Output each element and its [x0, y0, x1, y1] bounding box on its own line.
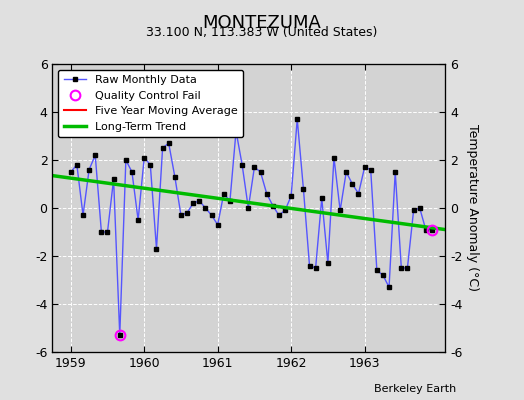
Raw Monthly Data: [178, 213, 184, 218]
Raw Monthly Data: [68, 170, 74, 174]
Raw Monthly Data: [190, 201, 196, 206]
Quality Control Fail: [117, 333, 123, 338]
Raw Monthly Data: [166, 141, 172, 146]
Quality Control Fail: [429, 227, 435, 232]
Text: MONTEZUMA: MONTEZUMA: [203, 14, 321, 32]
Line: Quality Control Fail: Quality Control Fail: [115, 225, 437, 340]
Raw Monthly Data: [429, 227, 435, 232]
Raw Monthly Data: [135, 218, 141, 222]
Text: Berkeley Earth: Berkeley Earth: [374, 384, 456, 394]
Raw Monthly Data: [294, 117, 300, 122]
Raw Monthly Data: [196, 198, 202, 203]
Raw Monthly Data: [117, 333, 123, 338]
Y-axis label: Temperature Anomaly (°C): Temperature Anomaly (°C): [466, 124, 479, 292]
Raw Monthly Data: [307, 263, 313, 268]
Line: Raw Monthly Data: Raw Monthly Data: [69, 117, 434, 337]
Legend: Raw Monthly Data, Quality Control Fail, Five Year Moving Average, Long-Term Tren: Raw Monthly Data, Quality Control Fail, …: [58, 70, 243, 137]
Text: 33.100 N, 113.383 W (United States): 33.100 N, 113.383 W (United States): [146, 26, 378, 39]
